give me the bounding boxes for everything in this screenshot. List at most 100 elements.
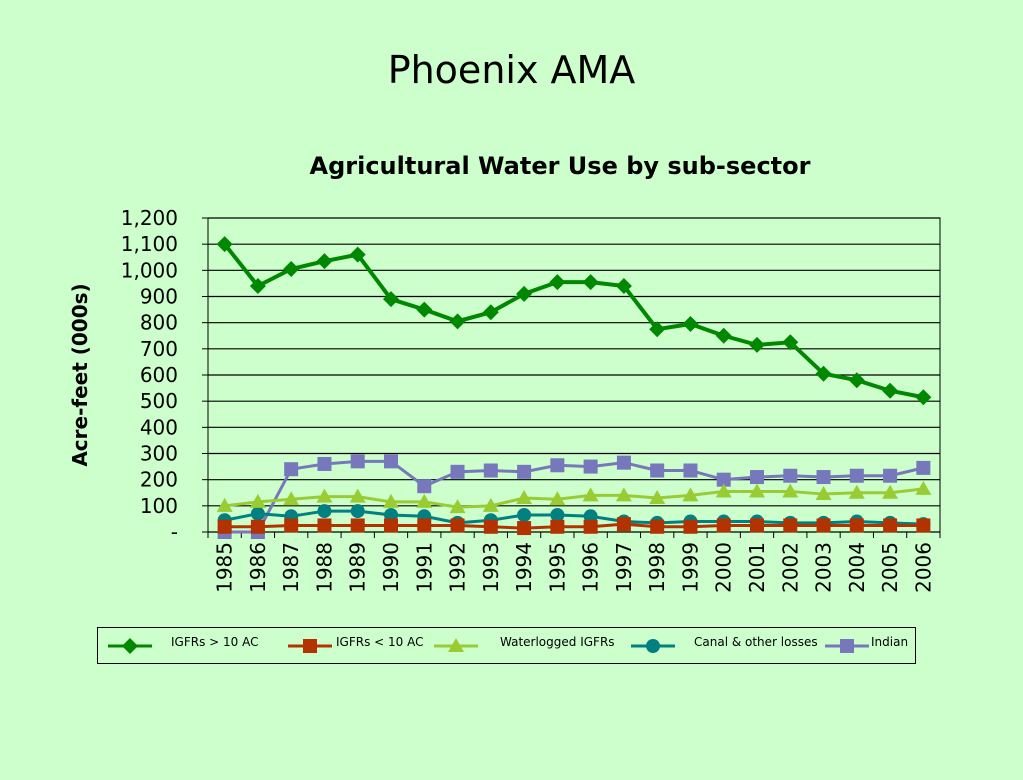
x-tick-label: 1990 (379, 542, 403, 593)
y-axis-label: Acre-feet (000s) (68, 283, 92, 466)
x-tick-label: 2005 (878, 542, 902, 593)
data-point (550, 458, 565, 473)
y-tick-label: 400 (140, 415, 178, 439)
legend-marker (448, 638, 464, 652)
data-point (317, 504, 332, 519)
data-point (915, 389, 932, 406)
data-point (517, 507, 532, 522)
legend-swatch (825, 639, 869, 653)
series-2 (216, 480, 932, 514)
data-point (284, 518, 299, 533)
data-point (649, 321, 666, 338)
x-tick-label: 1996 (579, 542, 603, 593)
y-tick-label: 1,000 (121, 258, 178, 282)
x-tick-label: 1999 (678, 542, 702, 593)
data-point (383, 493, 399, 508)
y-tick-label: 500 (140, 389, 178, 413)
data-point (384, 454, 398, 469)
y-tick-label: 600 (140, 363, 178, 387)
data-point (849, 518, 864, 533)
data-point (848, 484, 865, 499)
legend-marker (646, 639, 660, 653)
data-point (349, 488, 366, 503)
data-point (250, 519, 265, 534)
data-point (216, 236, 233, 253)
data-point (249, 493, 266, 508)
data-point (316, 488, 333, 503)
data-point (516, 285, 533, 302)
data-point (384, 518, 398, 533)
series-line (224, 459, 924, 534)
data-point (216, 497, 233, 512)
axes (202, 217, 941, 538)
data-point (550, 519, 565, 534)
data-point (317, 456, 332, 471)
chart-title: Agricultural Water Use by sub-sector (309, 152, 811, 180)
data-point (883, 518, 898, 533)
legend-swatch (108, 638, 152, 654)
data-point (650, 519, 665, 534)
x-tick-label: 1991 (412, 542, 436, 593)
data-point (750, 470, 764, 485)
data-point (350, 454, 365, 469)
data-point (682, 315, 699, 332)
data-point (416, 493, 433, 508)
x-tick-label: 2003 (812, 542, 836, 593)
data-point (916, 460, 931, 475)
data-point (482, 497, 499, 512)
x-tick-label: 2004 (845, 542, 869, 593)
y-tick-label: 1,100 (121, 232, 178, 256)
data-point (583, 519, 598, 534)
x-tick-label: 1988 (312, 542, 336, 593)
x-tick-label: 1987 (279, 542, 303, 593)
legend-label: IGFRs < 10 AC (336, 635, 424, 649)
series-0 (216, 236, 932, 406)
y-tick-label: 300 (140, 442, 178, 466)
x-tick-label: 1992 (446, 542, 470, 593)
x-tick-label: 1989 (346, 542, 370, 593)
data-point (483, 519, 498, 534)
data-point (283, 491, 300, 506)
data-point (450, 518, 465, 533)
data-point (284, 462, 299, 477)
data-point (615, 487, 632, 502)
series-1 (217, 517, 931, 536)
data-point (783, 518, 798, 533)
x-tick-label: 2006 (911, 542, 935, 593)
x-tick-label: 1995 (545, 542, 569, 593)
data-point (449, 499, 466, 514)
data-point (417, 518, 432, 533)
x-tick-label: 2000 (712, 542, 736, 593)
data-point (549, 491, 566, 506)
x-tick-label: 1998 (645, 542, 669, 593)
data-point (616, 455, 631, 470)
data-point (650, 463, 665, 478)
data-point (882, 484, 899, 499)
y-tick-label: 100 (140, 494, 178, 518)
legend-swatch (288, 639, 332, 653)
data-point (249, 278, 266, 295)
legend-swatch (631, 639, 675, 653)
series-line (224, 522, 924, 530)
x-tick-label: 1985 (213, 542, 237, 593)
data-point (517, 464, 532, 479)
legend-swatch (434, 638, 478, 652)
y-tick-label: - (171, 520, 178, 544)
y-tick-label: 200 (140, 468, 178, 492)
data-point (482, 304, 499, 321)
y-tick-label: 800 (140, 311, 178, 335)
data-point (715, 483, 732, 498)
data-point (350, 504, 365, 519)
data-point (450, 464, 465, 479)
data-point (749, 336, 765, 353)
data-point (915, 480, 932, 495)
data-point (217, 519, 232, 534)
data-point (582, 274, 599, 291)
data-point (683, 463, 698, 478)
data-point (283, 261, 300, 278)
series-lines (216, 236, 932, 539)
data-point (682, 487, 699, 502)
series-line (224, 487, 924, 509)
data-point (449, 313, 466, 330)
